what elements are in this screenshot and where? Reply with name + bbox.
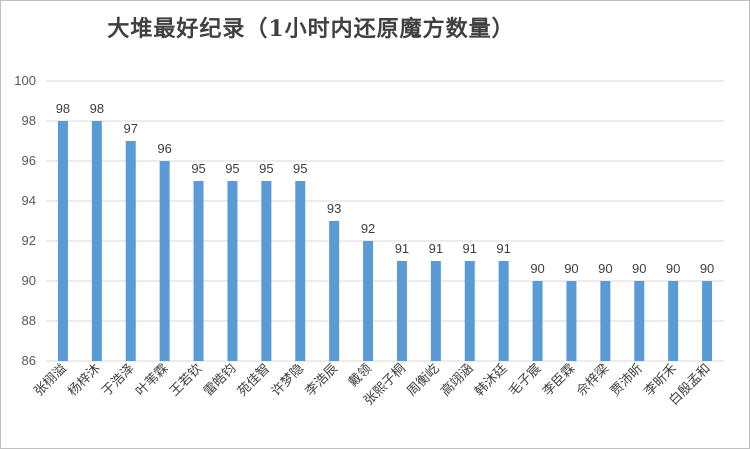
y-tick-label: 96: [22, 153, 36, 168]
data-label: 98: [56, 101, 70, 116]
category-label: 高翊涵: [438, 361, 477, 400]
y-tick-label: 88: [22, 313, 36, 328]
bar: [430, 261, 441, 361]
bar: [363, 241, 374, 361]
bars: [57, 121, 713, 361]
data-label: 90: [666, 261, 680, 276]
category-label: 王若钦: [166, 361, 205, 400]
data-label: 97: [124, 121, 138, 136]
bar: [566, 281, 577, 361]
data-label: 90: [632, 261, 646, 276]
bar: [498, 261, 509, 361]
bar: [227, 181, 238, 361]
bar: [159, 161, 170, 361]
category-label: 周衡屹: [404, 361, 442, 399]
category-label: 韩沐廷: [472, 361, 510, 399]
category-label: 李浩辰: [303, 361, 341, 399]
data-label: 90: [598, 261, 612, 276]
bar: [396, 261, 407, 361]
category-label: 苑佳智: [235, 361, 273, 399]
y-tick-label: 86: [22, 353, 36, 368]
category-label: 杨梓沐: [65, 361, 103, 399]
data-label: 91: [496, 241, 510, 256]
bar: [261, 181, 272, 361]
data-label: 91: [463, 241, 477, 256]
data-label: 91: [429, 241, 443, 256]
data-labels: 98 98 97 96 95 95 95 95 93 92 91 91 91 91 90 90 90 90 90 90: [56, 101, 715, 276]
category-label: 于浩泽: [99, 361, 137, 399]
bar: [600, 281, 611, 361]
category-label: 戴领: [346, 361, 375, 390]
gridlines: [46, 80, 724, 362]
bar: [532, 281, 543, 361]
category-label: 毛子宸: [505, 361, 544, 400]
data-label: 90: [700, 261, 714, 276]
category-label: 张栩溢: [32, 361, 70, 399]
data-label: 93: [327, 201, 341, 216]
y-tick-label: 94: [22, 193, 36, 208]
y-axis-ticks: 86 88 90 92 94 96 98 100: [14, 73, 36, 368]
data-label: 92: [361, 221, 375, 236]
bar: [91, 121, 102, 361]
chart-title: 大堆最好纪录（1小时内还原魔方数量）: [107, 16, 515, 42]
category-label: 贾沛昕: [608, 361, 646, 399]
category-label: 叶苇霖: [133, 361, 171, 399]
y-tick-label: 100: [14, 73, 36, 88]
bar: [634, 281, 645, 361]
y-tick-label: 90: [22, 273, 36, 288]
data-label: 96: [157, 141, 171, 156]
category-label: 李臣霖: [540, 361, 578, 399]
data-label: 90: [530, 261, 544, 276]
category-label: 雷皓钧: [201, 361, 239, 399]
bar: [702, 281, 713, 361]
y-tick-label: 92: [22, 233, 36, 248]
data-label: 95: [259, 161, 273, 176]
category-label: 许梦隐: [269, 361, 307, 399]
data-label: 98: [90, 101, 104, 116]
bar: [329, 221, 340, 361]
data-label: 95: [225, 161, 239, 176]
bar: [57, 121, 68, 361]
data-label: 95: [191, 161, 205, 176]
bar: [295, 181, 306, 361]
bar: [193, 181, 204, 361]
data-label: 90: [564, 261, 578, 276]
category-label: 佘梓梁: [573, 361, 612, 400]
y-tick-label: 98: [22, 113, 36, 128]
bar: [464, 261, 475, 361]
bar: [668, 281, 679, 361]
data-label: 95: [293, 161, 307, 176]
bar: [125, 141, 136, 361]
data-label: 91: [395, 241, 409, 256]
